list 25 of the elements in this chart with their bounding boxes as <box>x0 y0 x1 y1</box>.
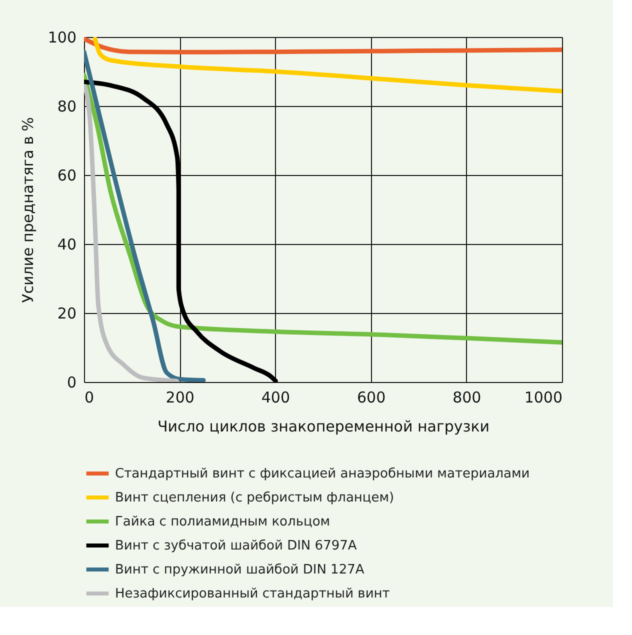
line-series <box>92 37 562 94</box>
legend-label: Винт сцепления (с ребристым фланцем) <box>115 490 394 506</box>
y-tick-label: 40 <box>57 236 76 254</box>
y-tick-label: 60 <box>57 166 76 184</box>
legend-label: Винт с зубчатой шайбой DIN 6797A <box>115 538 357 554</box>
x-tick-label: 400 <box>261 388 290 406</box>
legend-label: Гайка с полиамидным кольцом <box>115 514 330 530</box>
y-tick-label: 20 <box>57 304 76 322</box>
x-tick-label: 600 <box>356 388 386 406</box>
line-series <box>84 72 562 345</box>
y-tick-label: 80 <box>57 98 76 116</box>
legend-label: Незафиксированный стандартный винт <box>115 586 390 602</box>
y-axis-title: Усилие преднатяга в % <box>18 117 37 303</box>
legend-label: Стандартный винт с фиксацией анаэробными материалами <box>115 466 530 482</box>
line-series <box>84 80 278 382</box>
y-tick-label: 0 <box>66 374 76 392</box>
line-series <box>84 50 206 382</box>
y-tick-label: 100 <box>48 28 76 46</box>
x-tick-label: 800 <box>452 388 482 406</box>
x-axis-title: Число циклов знакопеременной нагрузки <box>157 418 490 436</box>
x-tick-label: 200 <box>166 388 194 406</box>
x-tick-label: 0 <box>84 388 94 406</box>
line-series <box>84 84 179 382</box>
legend-label: Винт с пружинной шайбой DIN 127A <box>115 562 364 578</box>
x-tick-label: 1000 <box>524 388 562 406</box>
